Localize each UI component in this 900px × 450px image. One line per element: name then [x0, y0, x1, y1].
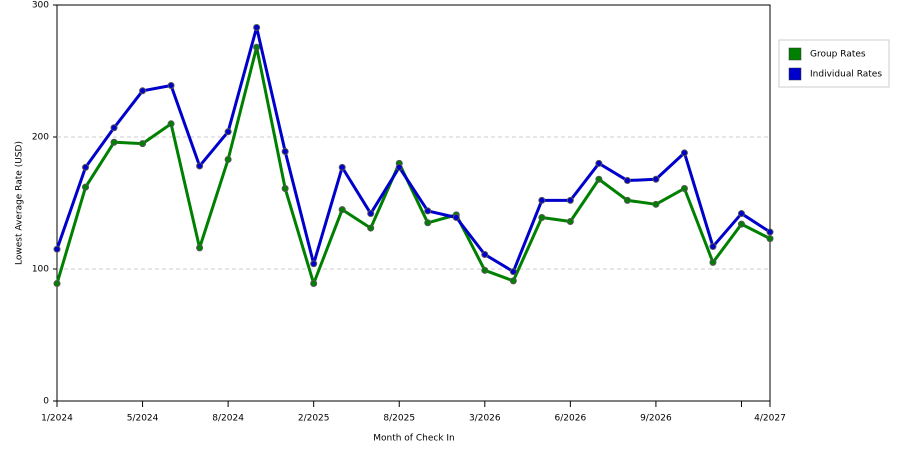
data-point [281, 148, 289, 156]
x-axis-label: Month of Check In [373, 434, 455, 444]
data-point [652, 200, 660, 208]
series-line [55, 25, 771, 274]
data-point [680, 184, 688, 192]
data-point [253, 23, 261, 31]
x-tick-label: 5/2024 [127, 414, 159, 424]
data-point [53, 280, 61, 288]
y-tick-label: 300 [32, 1, 49, 11]
legend-swatch [788, 67, 802, 81]
data-point [509, 268, 517, 276]
data-point [82, 183, 90, 191]
x-tick-label: 6/2026 [555, 414, 587, 424]
data-point [167, 120, 175, 128]
legend-label: Group Rates [810, 50, 866, 60]
x-tick-label: 2/2025 [298, 414, 330, 424]
data-point [481, 266, 489, 274]
data-point [196, 244, 204, 252]
data-point [538, 196, 546, 204]
data-point [709, 258, 717, 266]
data-point [253, 43, 261, 51]
data-point [566, 196, 574, 204]
data-point [196, 162, 204, 170]
data-point [338, 206, 346, 214]
data-point [367, 210, 375, 218]
x-tick-label: 8/2025 [383, 414, 415, 424]
data-point [424, 207, 432, 215]
data-point [310, 260, 318, 268]
data-point [481, 250, 489, 258]
x-tick-label: 4/2027 [754, 414, 786, 424]
data-point [310, 280, 318, 288]
x-tick-label: 9/2026 [640, 414, 672, 424]
x-tick-label: 3/2026 [469, 414, 501, 424]
data-point [281, 184, 289, 192]
data-point [110, 124, 118, 132]
data-point [737, 220, 745, 228]
data-point [680, 149, 688, 157]
data-point [338, 163, 346, 171]
data-point [82, 163, 90, 171]
y-tick-label: 200 [32, 133, 49, 143]
data-point [367, 224, 375, 232]
data-point [766, 235, 774, 243]
data-point [167, 82, 175, 90]
y-axis-label: Lowest Average Rate (USD) [15, 141, 25, 265]
data-point [224, 128, 232, 136]
data-point [538, 214, 546, 222]
data-point [53, 245, 61, 253]
data-point [139, 140, 147, 148]
data-point [709, 243, 717, 251]
data-point [224, 155, 232, 163]
plot-frame [56, 4, 771, 402]
legend-swatch [788, 47, 802, 61]
data-point [452, 214, 460, 222]
data-point [595, 159, 603, 167]
data-point [652, 175, 660, 183]
data-point [566, 217, 574, 225]
data-point [737, 210, 745, 218]
x-tick-label: 1/2024 [41, 414, 73, 424]
y-tick-label: 100 [32, 265, 49, 275]
data-point [110, 138, 118, 146]
data-point [139, 87, 147, 95]
data-point [623, 177, 631, 185]
y-tick-label: 0 [43, 397, 49, 407]
data-point [595, 175, 603, 183]
data-point [623, 196, 631, 204]
legend-label: Individual Rates [810, 70, 882, 80]
data-point [766, 228, 774, 236]
x-tick-label: 8/2024 [212, 414, 244, 424]
series-line [55, 45, 771, 286]
data-point [395, 163, 403, 171]
data-point [424, 219, 432, 227]
data-point [509, 277, 517, 285]
